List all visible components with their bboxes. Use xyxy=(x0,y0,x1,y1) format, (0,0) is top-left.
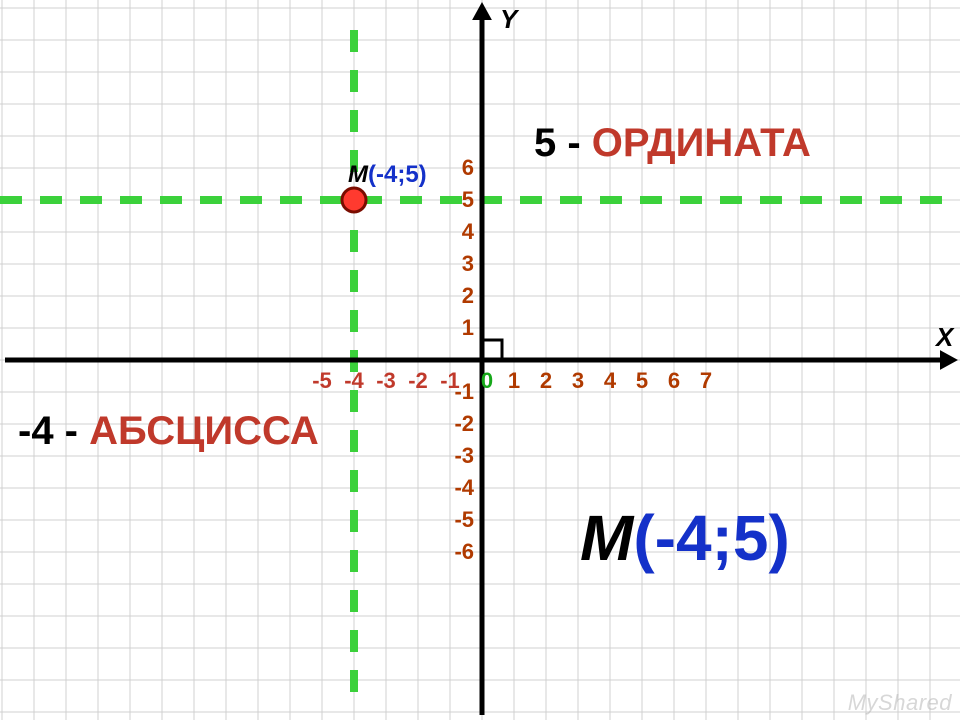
y-tick-label: 3 xyxy=(462,251,474,276)
y-tick-label: -6 xyxy=(454,539,474,564)
y-tick-label: 4 xyxy=(462,219,475,244)
abscissa-label: -4 - АБСЦИССА xyxy=(18,409,319,453)
x-tick-label: -4 xyxy=(344,368,364,393)
y-tick-label: -4 xyxy=(454,475,474,500)
y-tick-label: 6 xyxy=(462,155,474,180)
y-tick-label: -2 xyxy=(454,411,474,436)
x-tick-label: 4 xyxy=(604,368,617,393)
y-tick-label: -1 xyxy=(454,379,474,404)
ordinate-label: 5 - ОРДИНАТА xyxy=(534,121,811,165)
y-axis-label: Y xyxy=(500,4,520,34)
y-tick-label: -3 xyxy=(454,443,474,468)
coordinate-plane: YX-5-4-3-2-101234567123456-1-2-3-4-5-6M(… xyxy=(0,0,960,720)
x-tick-label: 5 xyxy=(636,368,648,393)
y-tick-label: 5 xyxy=(462,187,474,212)
x-tick-label: 6 xyxy=(668,368,680,393)
x-axis-label: X xyxy=(934,322,955,352)
watermark: MyShared xyxy=(848,690,952,716)
big-point-label: М(-4;5) xyxy=(580,502,790,574)
origin-label: 0 xyxy=(481,368,493,393)
x-tick-label: 3 xyxy=(572,368,584,393)
x-tick-label: -5 xyxy=(312,368,332,393)
y-tick-label: 2 xyxy=(462,283,474,308)
x-tick-label: 2 xyxy=(540,368,552,393)
point-m xyxy=(342,188,366,212)
x-tick-label: -3 xyxy=(376,368,396,393)
y-tick-label: 1 xyxy=(462,315,474,340)
point-m-label: M(-4;5) xyxy=(348,161,427,188)
x-tick-label: 7 xyxy=(700,368,712,393)
x-tick-label: -2 xyxy=(408,368,428,393)
y-tick-label: -5 xyxy=(454,507,474,532)
x-tick-label: 1 xyxy=(508,368,520,393)
